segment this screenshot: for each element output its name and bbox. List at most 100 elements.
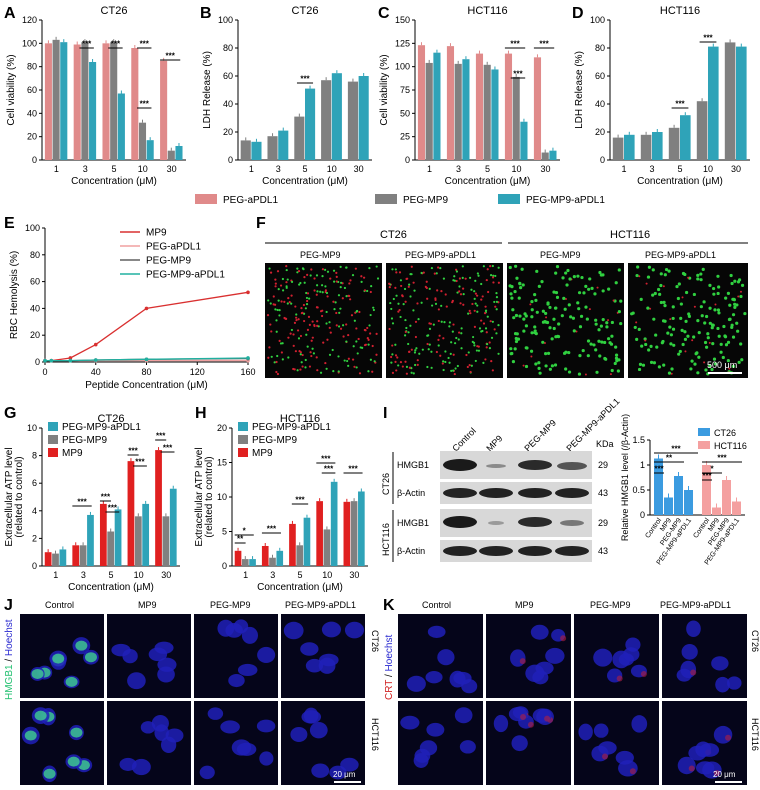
panel-f-sub-label: PEG-MP9-aPDL1 <box>405 250 476 260</box>
dead-cell-dot <box>596 286 599 289</box>
live-cell-dot <box>587 287 591 291</box>
live-cell-dot <box>404 318 407 322</box>
dead-cell-dot <box>369 332 372 335</box>
live-cell-dot <box>308 297 311 300</box>
y-tick-label: 10 <box>27 423 37 433</box>
nucleus <box>160 736 177 754</box>
dead-cell-dot <box>272 303 275 306</box>
x-tick-label: 10 <box>327 164 337 174</box>
significance-marker: *** <box>156 432 166 441</box>
dead-cell-dot <box>335 280 338 283</box>
y-tick-label: 0 <box>32 561 37 571</box>
crt-signal <box>725 734 732 741</box>
live-cell-dot <box>716 274 720 278</box>
live-cell-dot <box>731 335 736 339</box>
nucleus <box>427 625 446 638</box>
live-cell-dot <box>413 289 416 292</box>
dead-cell-dot <box>400 284 403 288</box>
dead-cell-dot <box>269 271 273 274</box>
dead-cell-dot <box>485 278 488 282</box>
nucleus <box>290 726 308 742</box>
live-cell-dot <box>394 268 397 271</box>
blot-kda-value: 29 <box>598 460 608 470</box>
live-cell-dot <box>462 293 465 296</box>
bar <box>294 116 305 160</box>
bar <box>668 127 680 160</box>
dead-cell-dot <box>662 285 665 288</box>
dead-cell-dot <box>371 370 374 373</box>
live-cell-dot <box>334 301 337 304</box>
dead-cell-dot <box>452 323 455 326</box>
bar <box>475 53 484 160</box>
live-cell-dot <box>740 358 744 362</box>
live-cell-dot <box>699 278 703 282</box>
x-tick-label: 80 <box>141 367 151 377</box>
live-cell-dot <box>535 310 539 314</box>
dead-cell-dot <box>375 332 378 335</box>
dead-cell-dot <box>670 372 673 375</box>
live-cell-dot <box>391 268 394 271</box>
nucleus <box>449 670 466 688</box>
bar <box>664 497 673 515</box>
hmgb1-signal <box>65 676 78 687</box>
live-cell-dot <box>588 277 592 281</box>
live-cell-dot <box>617 310 621 314</box>
dead-cell-dot <box>357 337 360 341</box>
panel-k-crt-images: Control MP9 PEG-MP9 PEG-MP9-aPDL1 CRT / … <box>384 600 760 785</box>
dead-cell-dot <box>437 308 440 311</box>
live-cell-dot <box>339 286 342 289</box>
chart-b-ldh-ct26: 0 20 40 60 80 100 1 3 5 10 30 CT26 Concentration (μM… <box>202 5 372 187</box>
live-cell-dot <box>661 319 666 323</box>
bar <box>107 531 115 566</box>
significance-marker: *** <box>510 40 520 49</box>
live-cell-dot <box>635 273 639 278</box>
blot-group-label: HCT116 <box>381 523 391 556</box>
dead-cell-dot <box>401 365 404 368</box>
live-cell-dot <box>701 267 705 271</box>
live-cell-dot <box>420 301 423 304</box>
nucleus <box>425 671 443 684</box>
live-cell-dot <box>603 340 607 345</box>
legend-swatch-peg-mp9 <box>375 194 397 204</box>
live-cell-dot <box>278 314 281 317</box>
significance-marker: ** <box>666 454 673 463</box>
dead-cell-dot <box>371 344 374 348</box>
live-cell-dot <box>331 348 334 352</box>
x-tick-label: 5 <box>108 570 113 580</box>
live-cell-dot <box>546 301 550 305</box>
live-cell-dot <box>716 308 721 312</box>
nucleus <box>414 748 431 763</box>
dead-cell-dot <box>489 265 492 268</box>
dead-cell-dot <box>306 292 310 295</box>
live-cell-dot <box>658 292 662 296</box>
live-cell-dot <box>474 302 477 305</box>
live-cell-dot <box>703 340 708 345</box>
live-cell-dot <box>692 292 696 297</box>
live-cell-dot <box>554 291 559 295</box>
live-cell-dot <box>533 293 537 297</box>
live-cell-dot <box>415 347 418 350</box>
top-legend: PEG-aPDL1 PEG-MP9 PEG-MP9-aPDL1 <box>195 194 605 206</box>
live-cell-dot <box>696 371 700 375</box>
live-cell-dot <box>456 364 459 368</box>
nucleus <box>711 656 729 671</box>
live-cell-dot <box>457 338 460 341</box>
live-cell-dot <box>712 292 716 296</box>
live-cell-dot <box>482 361 485 364</box>
x-tick-label: 5 <box>297 570 302 580</box>
live-cell-dot <box>733 302 737 306</box>
live-cell-dot <box>277 288 280 291</box>
dead-cell-dot <box>404 360 407 363</box>
dead-cell-dot <box>490 359 493 363</box>
live-cell-dot <box>733 279 737 283</box>
y-tick-label: 100 <box>590 15 605 25</box>
dead-cell-dot <box>313 277 316 280</box>
panel-f-label-ct26: CT26 <box>380 229 407 241</box>
bar <box>433 52 441 160</box>
dead-cell-dot <box>315 356 318 359</box>
dead-cell-dot <box>480 298 483 301</box>
live-cell-dot <box>286 302 289 305</box>
crt-image-hct116-peg-mp9 <box>574 701 659 785</box>
bar <box>44 43 52 161</box>
